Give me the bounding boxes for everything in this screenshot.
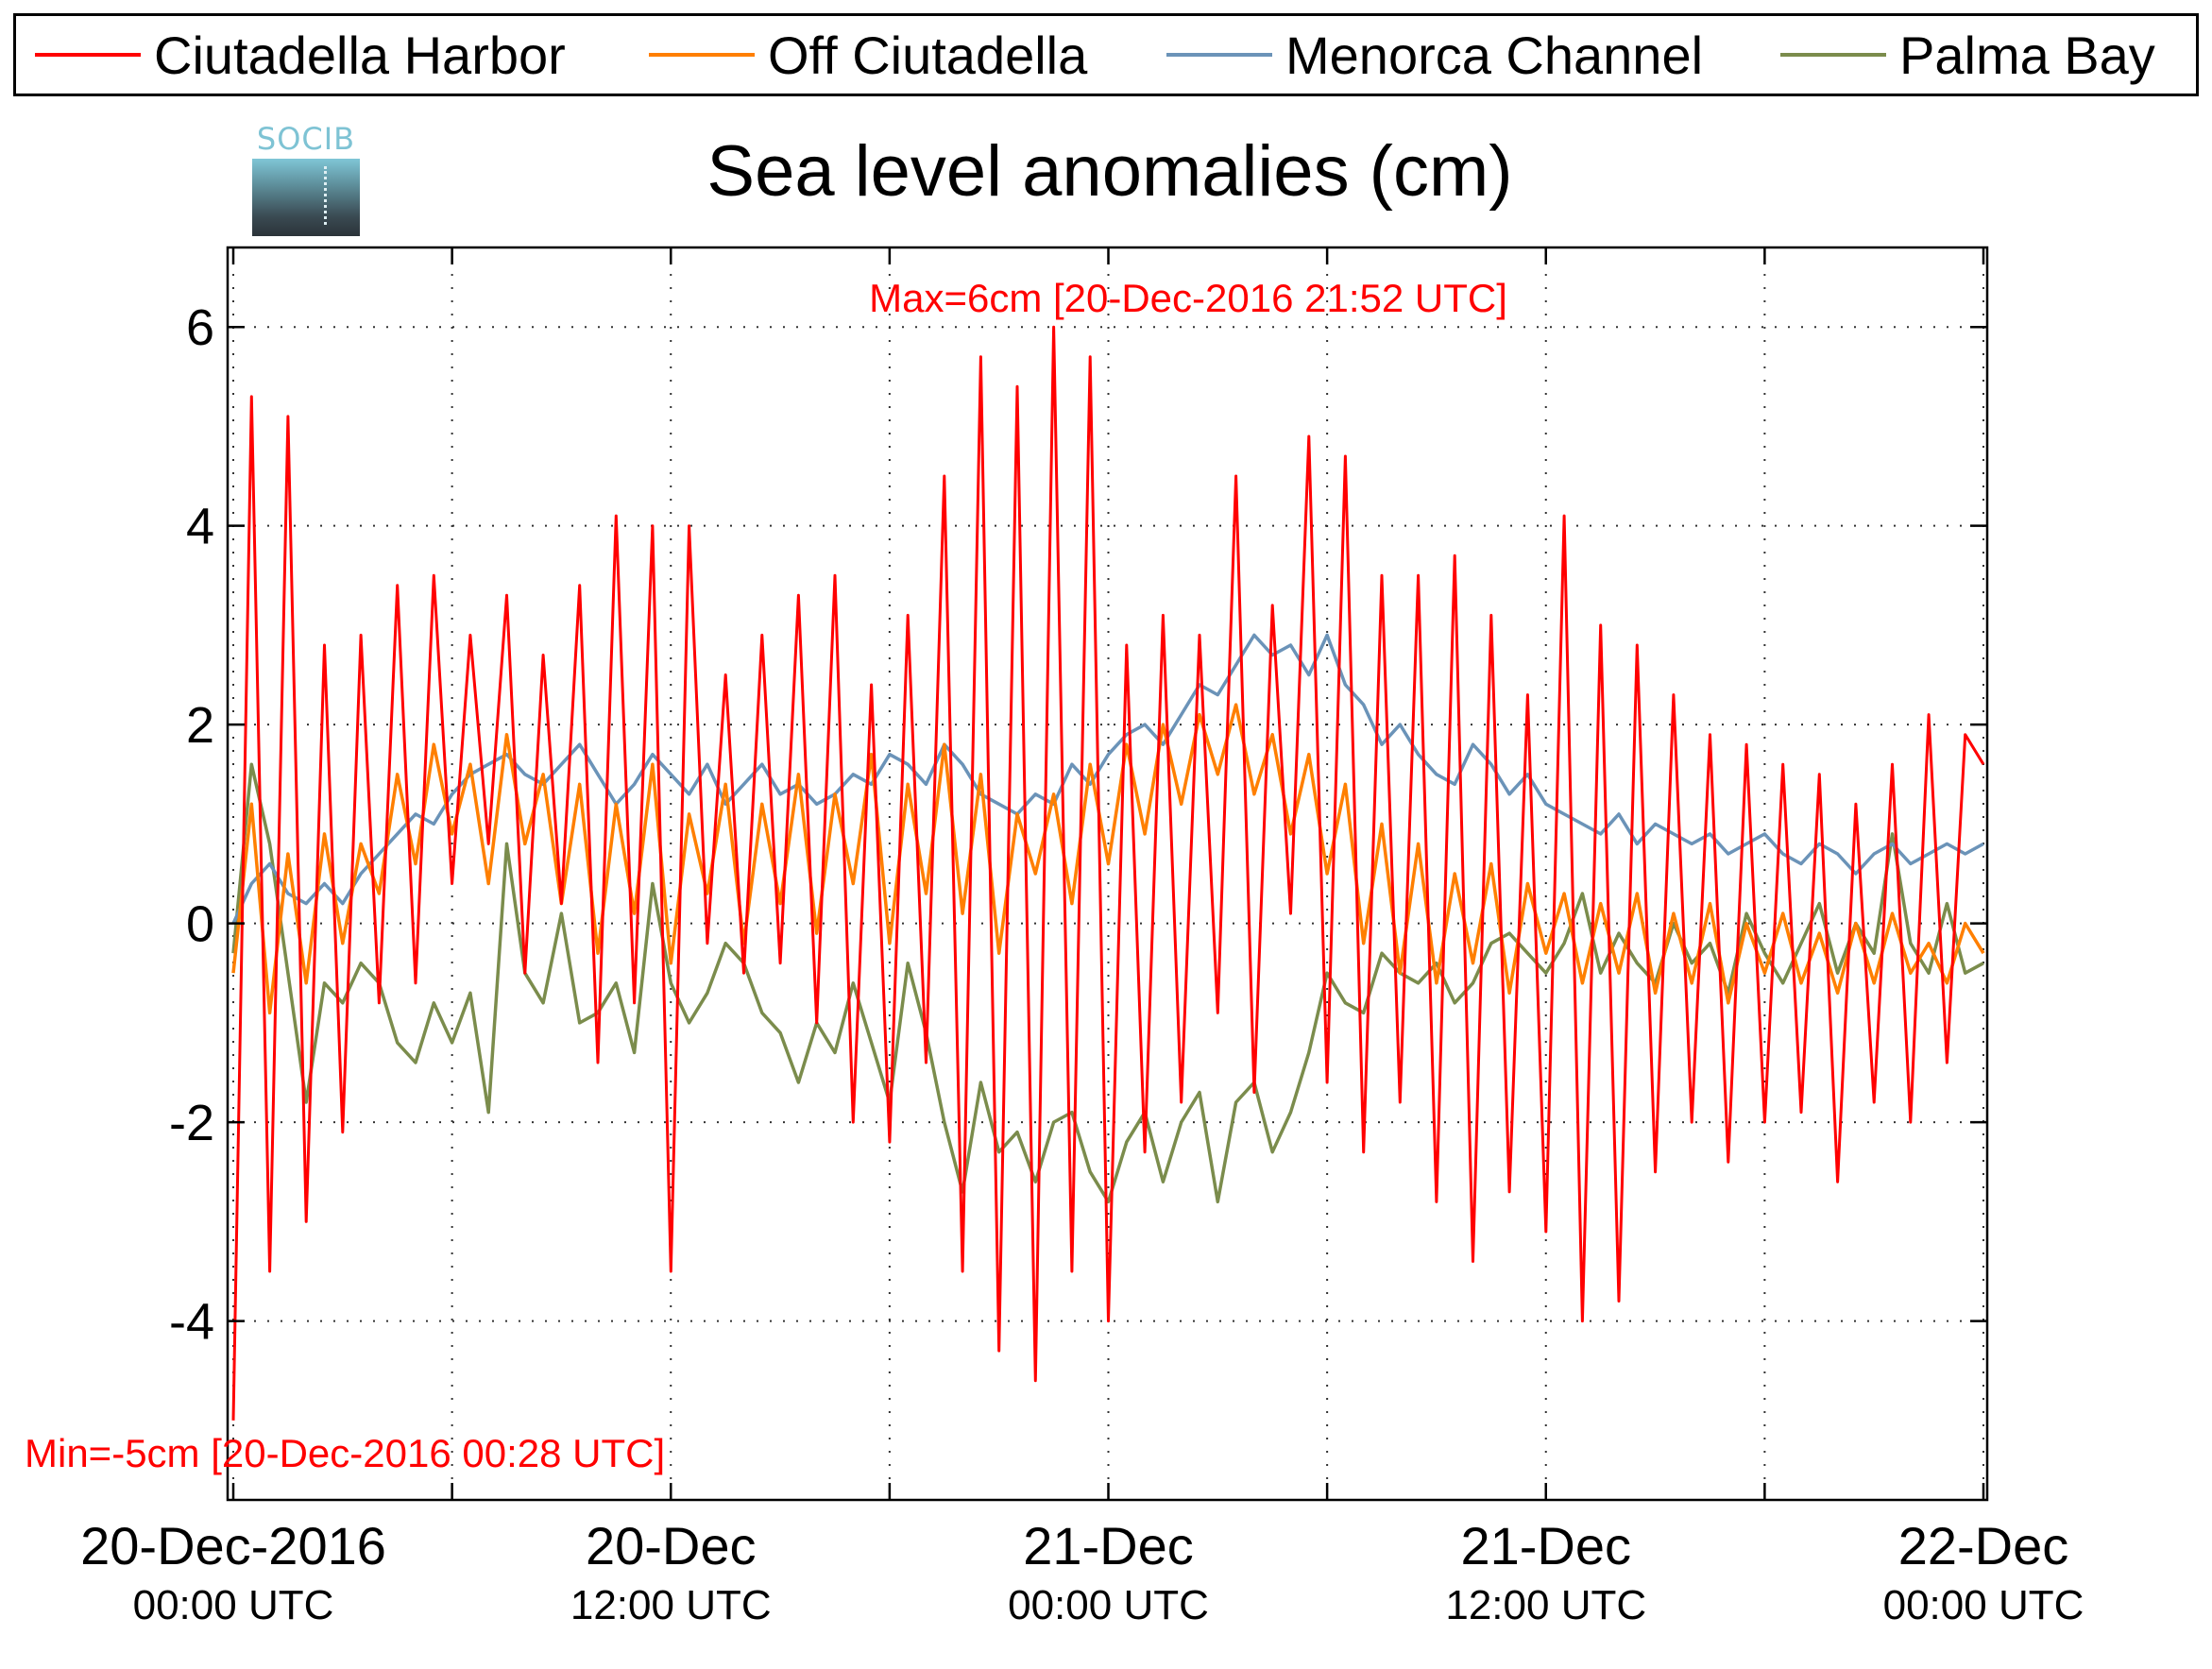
socib-logo: SOCIB [249,121,363,236]
legend-label-ciutadella-harbor: Ciutadella Harbor [154,25,566,85]
series-layer [231,325,1985,1421]
legend-item-menorca-channel: Menorca Channel [1166,16,1703,94]
legend: Ciutadella Harbor Off Ciutadella Menorca… [13,13,2199,96]
x-tick-label-date: 20-Dec [586,1516,757,1575]
min-annotation: Min=-5cm [20-Dec-2016 00:28 UTC] [25,1431,665,1475]
y-tick-label: 4 [186,499,214,555]
logo-text: SOCIB [256,121,356,157]
x-tick-label-time: 12:00 UTC [1445,1582,1646,1628]
y-tick-label: -2 [169,1095,214,1151]
legend-label-off-ciutadella: Off Ciutadella [768,25,1088,85]
series-line-off-ciutadella [231,703,1985,1015]
legend-label-palma-bay: Palma Bay [1899,25,2155,85]
x-tick-label-date: 22-Dec [1898,1516,2069,1575]
x-tick-label-date: 21-Dec [1460,1516,1631,1575]
x-tick-label-time: 00:00 UTC [133,1582,334,1628]
chart-title: Sea level anomalies (cm) [706,131,1513,212]
legend-line-off-ciutadella [649,53,755,57]
x-tick-label-time: 12:00 UTC [570,1582,772,1628]
logo-dashed-line [324,166,327,225]
y-tick-label: -4 [169,1294,214,1351]
logo-graphic [252,159,360,236]
x-tick-label-time: 00:00 UTC [1883,1582,2084,1628]
x-tick-label-time: 00:00 UTC [1008,1582,1209,1628]
legend-line-menorca-channel [1166,53,1272,57]
max-annotation: Max=6cm [20-Dec-2016 21:52 UTC] [869,276,1507,320]
legend-item-palma-bay: Palma Bay [1780,16,2155,94]
legend-item-off-ciutadella: Off Ciutadella [649,16,1087,94]
x-tick-label-date: 21-Dec [1023,1516,1194,1575]
series-line-menorca-channel [231,633,1984,925]
legend-label-menorca-channel: Menorca Channel [1285,25,1704,85]
x-tick-label-date: 20-Dec-2016 [80,1516,386,1575]
y-tick-label: 0 [186,896,214,953]
legend-line-ciutadella-harbor [35,53,141,57]
series-line-ciutadella-harbor [231,325,1985,1421]
y-tick-label: 6 [186,299,214,356]
legend-line-palma-bay [1780,53,1886,57]
y-tick-label: 2 [186,697,214,754]
legend-item-ciutadella-harbor: Ciutadella Harbor [35,16,566,94]
ticks-layer: -4 -2 0 2 4 6 20-Dec-2016 00:00 UTC 20-Dec 12:00 … [80,247,2084,1628]
